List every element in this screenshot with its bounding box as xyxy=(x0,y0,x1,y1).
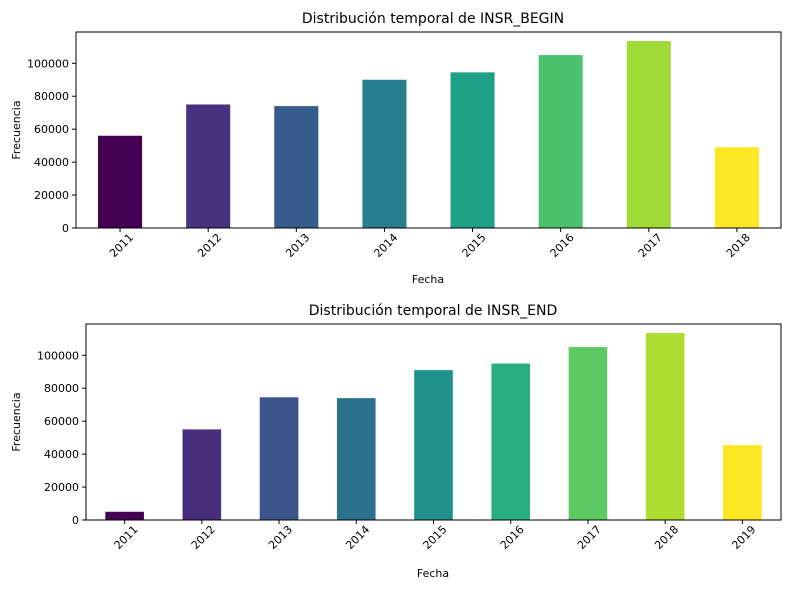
bar-2018 xyxy=(714,147,759,228)
x-tick-label: 2014 xyxy=(343,523,372,552)
x-axis-ticks: 2011 2012 2013 2014 2015 2016 2017 2018 xyxy=(107,228,753,260)
plot-frame xyxy=(75,31,782,229)
chart-insr-end: Distribución temporal de INSR_END 0 20000… xyxy=(10,303,782,580)
y-tick-label: 60000 xyxy=(34,123,69,136)
chart-title: Distribución temporal de INSR_BEGIN xyxy=(302,11,564,27)
bar-2017 xyxy=(568,347,608,520)
x-axis-label: Fecha xyxy=(412,273,444,286)
x-tick-label: 2016 xyxy=(548,231,577,260)
x-tick-label: 2013 xyxy=(283,231,312,260)
bar-2012 xyxy=(186,104,231,228)
y-tick-label: 80000 xyxy=(34,90,69,103)
x-tick-label: 2015 xyxy=(460,231,489,260)
x-axis-label: Fecha xyxy=(417,567,449,580)
y-tick-label: 0 xyxy=(62,222,69,235)
x-tick-label: 2012 xyxy=(189,523,218,552)
bar-2014 xyxy=(336,398,376,520)
x-tick-label: 2018 xyxy=(652,523,681,552)
bar-2011 xyxy=(105,511,144,520)
bar-2014 xyxy=(362,79,407,228)
x-tick-label: 2011 xyxy=(107,231,136,260)
y-axis-label: Frecuencia xyxy=(10,392,23,451)
y-tick-label: 40000 xyxy=(44,448,79,461)
y-axis-ticks: 0 20000 40000 60000 80000 100000 xyxy=(37,349,86,527)
bar-2018 xyxy=(645,333,685,520)
bar-2015 xyxy=(414,370,453,520)
bars xyxy=(105,333,762,520)
bar-2013 xyxy=(274,106,319,228)
x-tick-label: 2019 xyxy=(729,523,758,552)
x-tick-label: 2015 xyxy=(421,523,450,552)
y-tick-label: 0 xyxy=(72,514,79,527)
bar-2019 xyxy=(723,445,762,520)
x-tick-label: 2017 xyxy=(575,523,604,552)
x-tick-label: 2013 xyxy=(266,523,295,552)
bar-2013 xyxy=(259,397,299,520)
plot-frame xyxy=(85,323,782,521)
y-tick-label: 60000 xyxy=(44,415,79,428)
bars xyxy=(98,41,759,229)
y-tick-label: 20000 xyxy=(34,189,69,202)
bar-2011 xyxy=(98,135,143,228)
bar-2017 xyxy=(626,41,671,229)
y-tick-label: 100000 xyxy=(37,349,79,362)
y-axis-label: Frecuencia xyxy=(10,100,23,159)
y-tick-label: 40000 xyxy=(34,156,69,169)
bar-2012 xyxy=(182,429,222,520)
bar-2015 xyxy=(450,72,495,228)
x-tick-label: 2018 xyxy=(724,231,753,260)
y-tick-label: 20000 xyxy=(44,481,79,494)
bar-2016 xyxy=(538,55,583,229)
chart-title: Distribución temporal de INSR_END xyxy=(309,303,557,319)
x-tick-label: 2011 xyxy=(112,523,141,552)
y-tick-label: 100000 xyxy=(27,57,69,70)
bar-2016 xyxy=(491,363,531,520)
x-tick-label: 2016 xyxy=(498,523,527,552)
x-tick-label: 2017 xyxy=(636,231,665,260)
x-tick-label: 2014 xyxy=(371,231,400,260)
chart-insr-begin: Distribución temporal de INSR_BEGIN 0 200… xyxy=(10,11,782,286)
x-tick-label: 2012 xyxy=(195,231,224,260)
x-axis-ticks: 2011 2012 2013 2014 2015 2016 2017 2018 2019 xyxy=(112,520,758,552)
y-tick-label: 80000 xyxy=(44,382,79,395)
y-axis-ticks: 0 20000 40000 60000 80000 100000 xyxy=(27,57,76,235)
